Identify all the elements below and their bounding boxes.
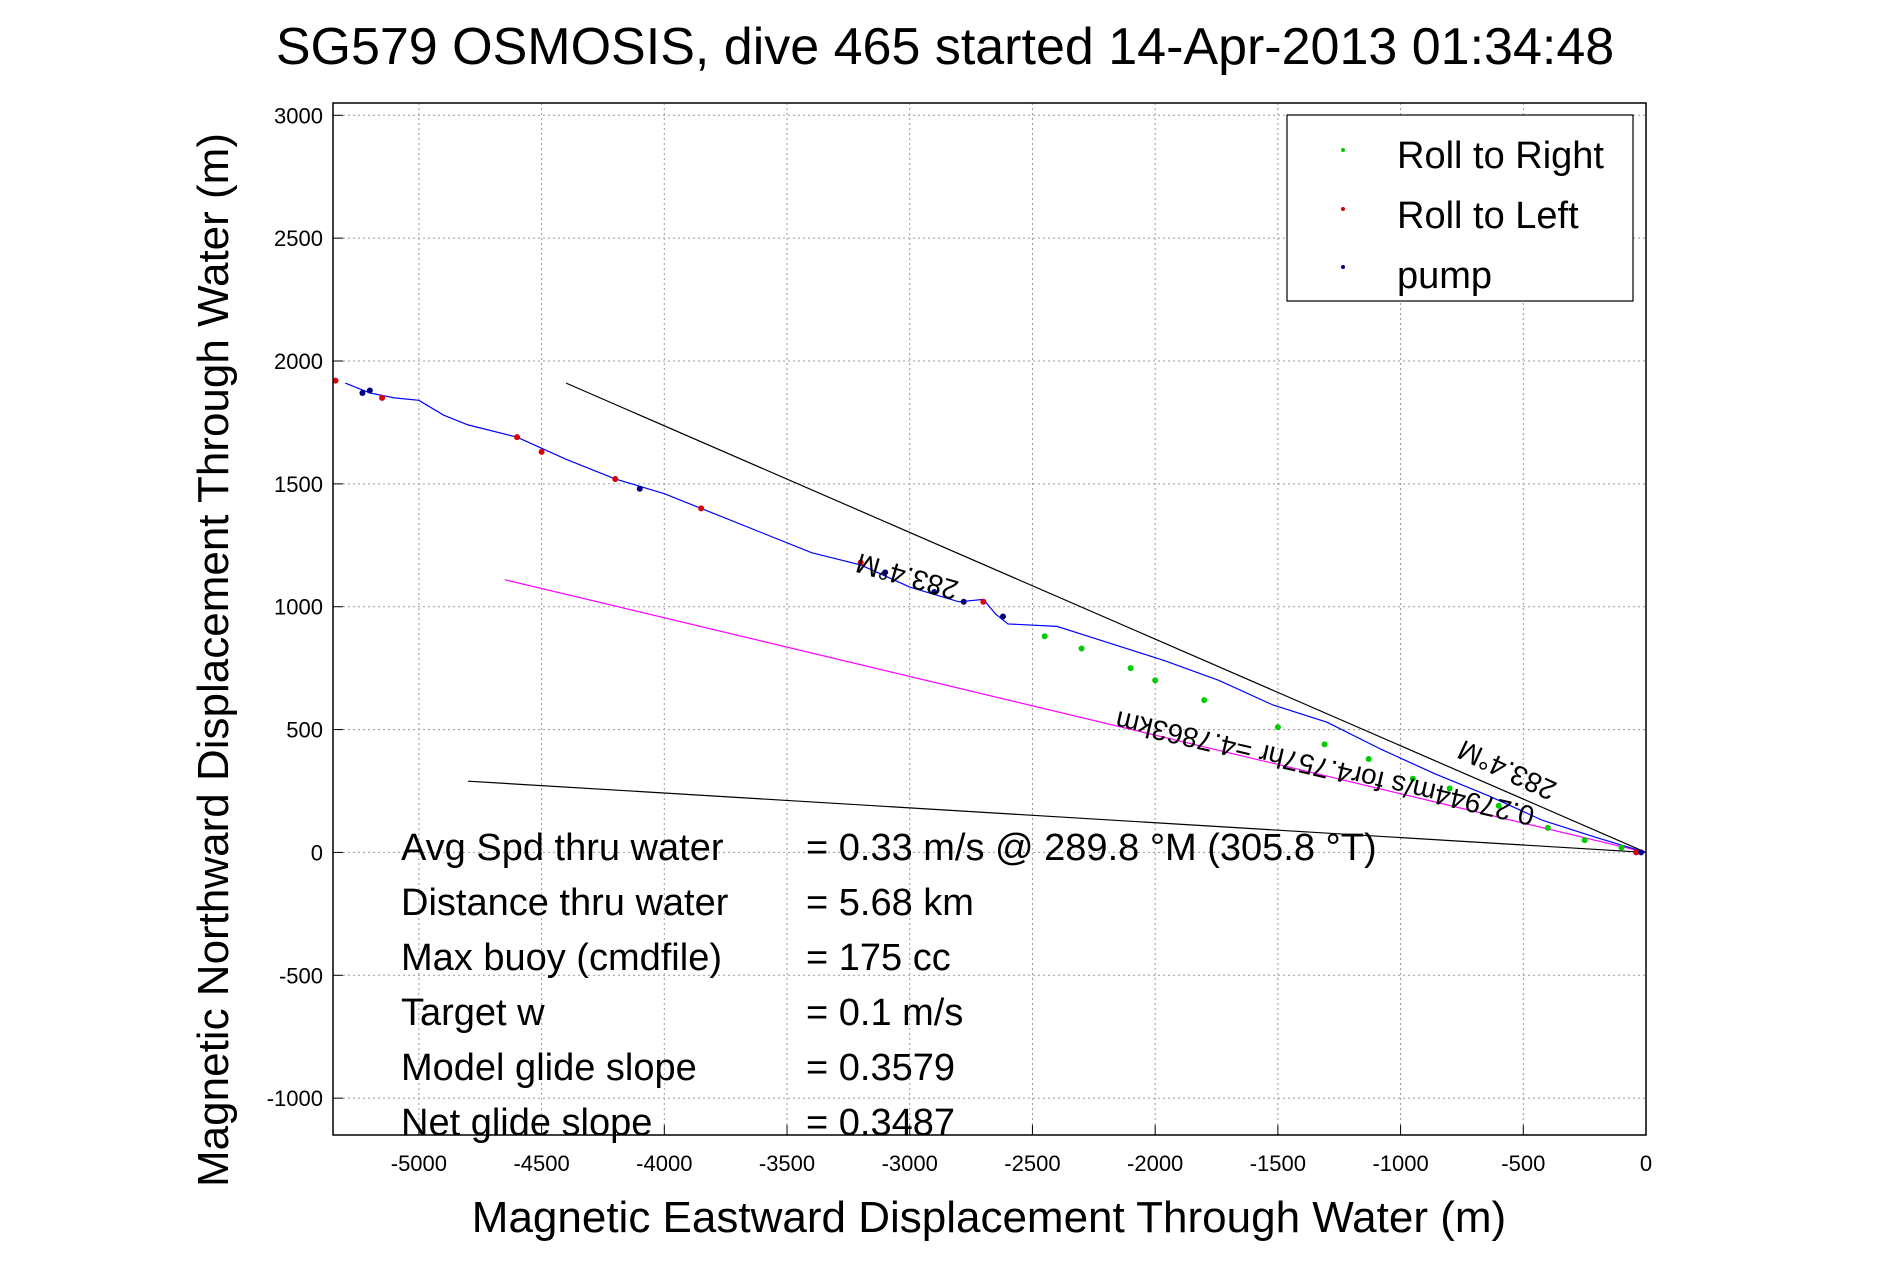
- roll-right-point: [1078, 645, 1085, 652]
- x-tick-label: -3500: [759, 1151, 815, 1176]
- stat-label: Distance thru water: [401, 882, 729, 924]
- y-tick-label: -1000: [267, 1086, 323, 1111]
- y-tick-label: -500: [279, 963, 323, 988]
- roll-left-point: [538, 448, 545, 455]
- track-line: [345, 382, 1647, 854]
- y-tick-label: 3000: [274, 103, 323, 128]
- reference-line: [467, 780, 1647, 854]
- reference-lines: [467, 382, 1647, 854]
- roll-right-point: [1409, 775, 1416, 782]
- roll-right-point: [1446, 785, 1453, 792]
- roll-right-point: [1201, 697, 1208, 704]
- stat-label: Net glide slope: [401, 1102, 652, 1144]
- roll-right-point: [1618, 844, 1625, 851]
- tick-labels: -5000 -4500 -4000 -3500 -3000 -2500 -2000 -1500…: [267, 103, 1652, 1176]
- roll-left-point: [1633, 849, 1640, 856]
- roll-right-point: [1274, 724, 1281, 731]
- legend-label-roll-left: Roll to Left: [1397, 195, 1579, 237]
- y-tick-label: 2000: [274, 349, 323, 374]
- roll-right-point: [1041, 633, 1048, 640]
- roll-right-point: [1321, 741, 1328, 748]
- stat-label: Model glide slope: [401, 1047, 697, 1089]
- roll-left-point: [857, 559, 864, 566]
- roll-left-point: [332, 377, 339, 384]
- stat-value: = 0.1 m/s: [806, 992, 963, 1034]
- stat-value: = 0.3487: [806, 1102, 955, 1144]
- y-axis-label: Magnetic Northward Displacement Through …: [189, 133, 238, 1187]
- x-tick-label: -2000: [1127, 1151, 1183, 1176]
- pump-point: [636, 485, 643, 492]
- plot-frame: [332, 102, 1647, 1136]
- reference-line: [504, 579, 1647, 854]
- pump-point: [882, 569, 889, 576]
- reference-line: [565, 382, 1647, 853]
- x-tick-label: -1000: [1372, 1151, 1428, 1176]
- stats-text: Avg Spd thru water = 0.33 m/s @ 289.8 °M …: [401, 827, 1377, 1144]
- roll-left-point: [612, 475, 619, 482]
- pump-point: [931, 588, 938, 595]
- roll-left-point: [698, 505, 705, 512]
- legend-marker-roll-left: [1341, 207, 1345, 211]
- direction-annotation: 283.4°M: [853, 547, 962, 606]
- chart-title: SG579 OSMOSIS, dive 465 started 14-Apr-2…: [276, 18, 1614, 76]
- y-tick-label: 1500: [274, 472, 323, 497]
- y-tick-label: 1000: [274, 595, 323, 620]
- pump-point: [960, 598, 967, 605]
- roll-right-point: [1495, 802, 1502, 809]
- x-tick-label: -4500: [513, 1151, 569, 1176]
- x-tick-label: -5000: [391, 1151, 447, 1176]
- stat-value: = 5.68 km: [806, 882, 974, 924]
- legend-marker-pump: [1341, 265, 1345, 269]
- roll-left-point: [514, 434, 521, 441]
- roll-left-point: [379, 394, 386, 401]
- stat-label: Avg Spd thru water: [401, 827, 724, 869]
- y-tick-label: 2500: [274, 226, 323, 251]
- stat-value: = 0.3579: [806, 1047, 955, 1089]
- x-tick-label: -4000: [636, 1151, 692, 1176]
- pump-point: [999, 613, 1006, 620]
- markers: [332, 377, 1645, 856]
- y-tick-label: 500: [286, 718, 323, 743]
- stat-label: Target w: [401, 992, 545, 1034]
- roll-left-point: [980, 598, 987, 605]
- roll-right-point: [1152, 677, 1159, 684]
- legend: Roll to Right Roll to Left pump: [1286, 114, 1634, 302]
- pump-point: [366, 387, 373, 394]
- stat-label: Max buoy (cmdfile): [401, 937, 722, 979]
- pump-point: [359, 389, 366, 396]
- legend-label-roll-right: Roll to Right: [1397, 135, 1604, 177]
- y-tick-label: 0: [311, 840, 323, 865]
- legend-label-pump: pump: [1397, 255, 1492, 297]
- x-tick-label: 0: [1640, 1151, 1652, 1176]
- x-tick-label: -500: [1501, 1151, 1545, 1176]
- x-tick-label: -3000: [882, 1151, 938, 1176]
- roll-right-point: [1365, 756, 1372, 763]
- x-axis-label: Magnetic Eastward Displacement Through W…: [472, 1193, 1506, 1242]
- legend-marker-roll-right: [1341, 148, 1345, 152]
- dive-track: [345, 382, 1647, 854]
- x-tick-label: -1500: [1250, 1151, 1306, 1176]
- stat-value: = 0.33 m/s @ 289.8 °M (305.8 °T): [806, 827, 1377, 869]
- x-tick-label: -2500: [1004, 1151, 1060, 1176]
- roll-right-point: [1127, 665, 1134, 672]
- roll-right-point: [1581, 837, 1588, 844]
- roll-right-point: [1544, 824, 1551, 831]
- pump-point: [1638, 849, 1645, 856]
- stat-value: = 175 cc: [806, 937, 951, 979]
